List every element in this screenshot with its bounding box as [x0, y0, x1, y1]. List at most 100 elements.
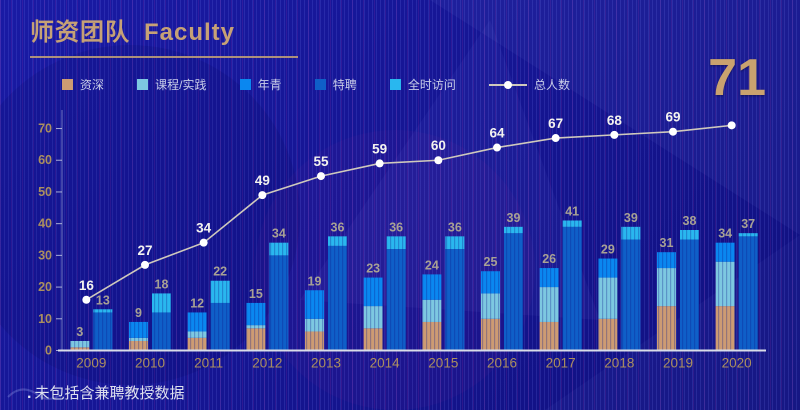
x-axis-label: 2014	[370, 356, 401, 371]
bar-texture	[152, 293, 171, 351]
title-zh: 师资团队	[30, 19, 130, 46]
legend-label: 年青	[257, 78, 282, 92]
total-line-marker	[727, 121, 736, 130]
bar-texture	[187, 312, 207, 351]
x-axis-label: 2016	[487, 356, 517, 371]
legend-label: 特聘	[332, 78, 357, 92]
x-axis-label: 2015	[428, 356, 458, 371]
bar-texture	[305, 290, 324, 351]
right-bar-total-label: 34	[272, 227, 286, 241]
right-bar-total-label: 41	[565, 204, 579, 218]
right-bar-total-label: 39	[624, 211, 638, 225]
total-line-marker	[258, 191, 267, 200]
footnote-dot: .	[27, 385, 32, 403]
y-axis-label: 50	[38, 185, 52, 199]
bar-texture	[504, 226, 523, 351]
x-axis-label: 2009	[76, 356, 106, 371]
legend-label: 总人数	[533, 78, 570, 92]
bar-texture	[246, 302, 266, 351]
total-line-label: 60	[431, 138, 446, 153]
bar-texture	[598, 258, 618, 351]
right-bar-total-label: 39	[507, 211, 521, 225]
total-line-marker	[82, 295, 91, 304]
bar-texture	[269, 242, 289, 351]
total-line-label: 64	[489, 126, 505, 141]
left-bar-total-label: 3	[76, 325, 83, 339]
left-bar-total-label: 23	[366, 262, 380, 276]
left-bar-total-label: 25	[484, 255, 498, 269]
legend-item-1[interactable]: 资深	[62, 76, 104, 93]
y-axis-label: 20	[38, 280, 52, 294]
x-axis-label: 2011	[194, 356, 223, 371]
legend-swatch	[62, 79, 73, 90]
total-line-marker	[141, 260, 149, 269]
total-line-marker	[551, 134, 560, 143]
right-bar-total-label: 36	[448, 220, 462, 234]
bar-texture	[481, 271, 500, 351]
x-axis-label: 2018	[604, 356, 634, 371]
left-bar-total-label: 19	[308, 274, 322, 288]
legend-label: 资深	[80, 78, 105, 92]
x-axis-label: 2019	[663, 356, 693, 371]
title-en: Faculty	[144, 19, 236, 46]
right-bar-total-label: 37	[741, 217, 755, 231]
footnote-text: 未包括含兼聘教授数据	[34, 385, 185, 402]
legend-label: 课程/实践	[155, 78, 207, 92]
bar-texture	[422, 274, 442, 351]
bar-texture	[210, 280, 230, 351]
legend-swatch	[137, 79, 149, 90]
bar-texture	[386, 236, 406, 351]
bar-texture	[539, 268, 559, 351]
legend-item-4[interactable]: 特聘	[314, 76, 357, 93]
total-line-label: 55	[313, 154, 329, 169]
right-bar-total-label: 36	[389, 220, 403, 234]
x-axis-label: 2020	[722, 356, 752, 371]
total-line-label: 16	[79, 278, 95, 293]
y-axis-label: 40	[38, 217, 52, 231]
left-bar-total-label: 15	[249, 287, 263, 301]
left-bar-total-label: 31	[660, 236, 674, 250]
right-bar-total-label: 18	[155, 277, 169, 291]
bar-texture	[93, 309, 113, 351]
right-bar-total-label: 22	[213, 265, 227, 279]
x-axis-label: 2013	[311, 356, 341, 371]
bar-texture	[562, 220, 582, 351]
y-axis-label: 60	[38, 153, 52, 167]
bar-texture	[445, 236, 465, 351]
bar-texture	[715, 242, 735, 351]
legend-item-2[interactable]: 课程/实践	[137, 76, 206, 93]
total-line-label: 34	[196, 221, 212, 236]
total-line-marker	[199, 238, 208, 247]
page-title: 师资团队 Faculty	[30, 12, 298, 58]
y-axis-label: 10	[38, 312, 52, 326]
left-bar-total-label: 12	[190, 296, 204, 310]
bar-texture	[657, 252, 676, 351]
legend-item-3[interactable]: 年青	[239, 76, 282, 93]
left-bar-total-label: 29	[601, 243, 615, 257]
x-axis-label: 2017	[546, 356, 576, 371]
bar-texture	[621, 226, 641, 351]
x-axis-label: 2012	[252, 356, 282, 371]
legend-item-5[interactable]: 全时访问	[389, 76, 456, 93]
left-bar-total-label: 34	[718, 227, 732, 241]
total-line-marker	[317, 172, 325, 181]
total-line-label: 68	[607, 113, 623, 128]
right-bar-total-label: 38	[683, 214, 697, 228]
total-line-marker	[610, 130, 619, 139]
y-axis-label: 0	[45, 344, 52, 358]
total-line-marker	[493, 143, 501, 152]
total-line-label: 49	[255, 173, 270, 188]
legend-item-total-line[interactable]: 总人数	[488, 76, 570, 93]
y-axis-label: 30	[38, 248, 52, 262]
line-symbol-icon	[488, 79, 527, 90]
total-line-label: 69	[665, 110, 680, 125]
right-bar-total-label: 13	[96, 293, 110, 307]
y-axis-label: 70	[38, 122, 52, 136]
left-bar-total-label: 24	[425, 258, 439, 272]
legend-swatch	[314, 79, 326, 90]
chart-legend: 资深 课程/实践 年青 特聘 全时访问 总人数	[62, 76, 570, 93]
bar-texture	[363, 277, 383, 351]
left-bar-total-label: 26	[542, 252, 556, 266]
